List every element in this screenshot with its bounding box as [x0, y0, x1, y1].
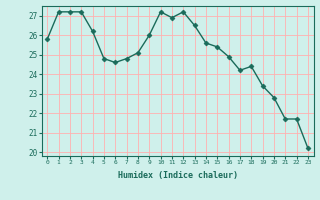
- X-axis label: Humidex (Indice chaleur): Humidex (Indice chaleur): [118, 171, 237, 180]
